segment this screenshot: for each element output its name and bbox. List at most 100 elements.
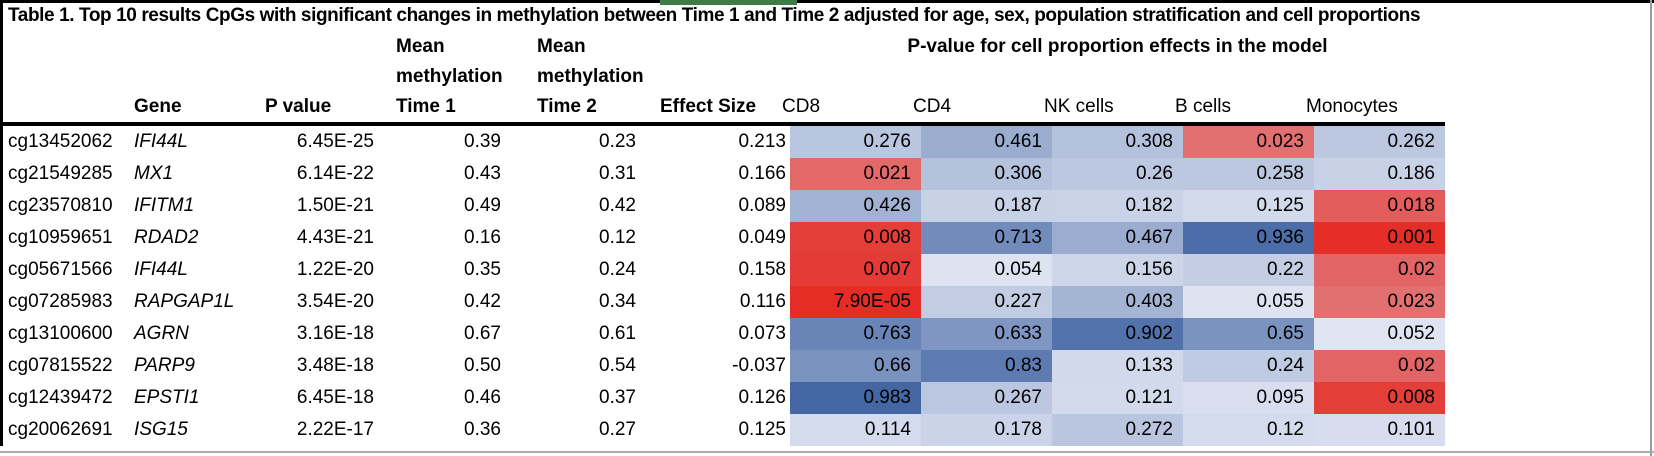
heat-cell-cd4: 0.713: [921, 222, 1052, 254]
heat-cell-cd8: 0.763: [790, 318, 921, 350]
heat-cell-monocytes: 0.02: [1314, 350, 1445, 382]
heat-cell-cd8: 0.008: [790, 222, 921, 254]
p-value-cell: 3.54E-20: [296, 291, 374, 312]
heat-cell-cd4: 0.227: [921, 286, 1052, 318]
heat-cell-cd8: 0.007: [790, 254, 921, 286]
heat-cell-monocytes: 0.001: [1314, 222, 1445, 254]
heat-cell-bcells: 0.125: [1183, 190, 1314, 222]
mean-time2-cell: 0.61: [599, 323, 636, 344]
right-border-line: [1650, 0, 1652, 456]
mean-time1-cell: 0.46: [464, 387, 501, 408]
effect-size-cell: 0.158: [738, 259, 786, 280]
mean-time2-cell: 0.34: [599, 291, 636, 312]
table-title: Table 1. Top 10 results CpGs with signif…: [8, 5, 1421, 26]
p-value-cell: 4.43E-21: [296, 227, 374, 248]
heat-cell-monocytes: 0.186: [1314, 158, 1445, 190]
heat-cell-bcells: 0.24: [1183, 350, 1314, 382]
cpg-id-cell: cg10959651: [8, 227, 113, 248]
p-value-cell: 6.14E-22: [296, 163, 374, 184]
heat-cell-cd4: 0.306: [921, 158, 1052, 190]
cpg-id-cell: cg12439472: [8, 387, 113, 408]
table-row: cg13100600 AGRN 3.16E-18 0.67 0.61 0.073 0.763…: [8, 318, 1445, 350]
heat-cell-bcells: 0.65: [1183, 318, 1314, 350]
heat-cell-monocytes: 0.023: [1314, 286, 1445, 318]
mean-time2-cell: 0.31: [599, 163, 636, 184]
green-selection-strip: [660, 0, 797, 5]
cpg-id-cell: cg23570810: [8, 195, 113, 216]
cpg-id-cell: cg07285983: [8, 291, 113, 312]
effect-size-column-header: Effect Size: [660, 96, 757, 117]
cpg-id-cell: cg05671566: [8, 259, 113, 280]
effect-size-cell: 0.166: [738, 163, 786, 184]
p-value-column-header: P value: [265, 96, 332, 117]
bottom-border-line: [0, 451, 1654, 453]
heat-cell-nk: 0.467: [1052, 222, 1183, 254]
effect-size-cell: 0.126: [738, 387, 786, 408]
p-value-cell: 3.16E-18: [296, 323, 374, 344]
heat-cell-cd8: 0.021: [790, 158, 921, 190]
mean-time1-cell: 0.50: [464, 355, 501, 376]
heat-cell-nk: 0.403: [1052, 286, 1183, 318]
mean-time1-cell: 0.16: [464, 227, 501, 248]
mean-time2-cell: 0.42: [599, 195, 636, 216]
heat-cell-cd8: 0.66: [790, 350, 921, 382]
gene-cell: IFI44L: [134, 131, 188, 152]
heat-cell-monocytes: 0.018: [1314, 190, 1445, 222]
mean-t2-header-line3: Time 2: [537, 96, 597, 117]
effect-size-cell: 0.213: [738, 131, 786, 152]
table-row: cg07815522 PARP9 3.48E-18 0.50 0.54 -0.037 0.6…: [8, 350, 1445, 382]
heat-cell-cd4: 0.178: [921, 414, 1052, 446]
mean-time1-cell: 0.36: [464, 419, 501, 440]
gene-cell: PARP9: [134, 355, 195, 376]
heat-cell-cd8: 0.276: [790, 126, 921, 158]
table-row: cg07285983 RAPGAP1L 3.54E-20 0.42 0.34 0.116 7…: [8, 286, 1445, 318]
cd4-column-header: CD4: [913, 96, 952, 117]
b-cells-column-header: B cells: [1175, 96, 1231, 117]
p-value-cell: 6.45E-18: [296, 387, 374, 408]
gene-cell: MX1: [134, 163, 174, 184]
heat-cell-nk: 0.133: [1052, 350, 1183, 382]
heat-cell-monocytes: 0.262: [1314, 126, 1445, 158]
heat-cell-monocytes: 0.02: [1314, 254, 1445, 286]
heat-cell-cd4: 0.267: [921, 382, 1052, 414]
table-row: cg05671566 IFI44L 1.22E-20 0.35 0.24 0.158 0.0…: [8, 254, 1445, 286]
heat-cell-nk: 0.156: [1052, 254, 1183, 286]
effect-size-cell: 0.049: [738, 227, 786, 248]
heat-cell-bcells: 0.22: [1183, 254, 1314, 286]
p-value-cell: 1.50E-21: [296, 195, 374, 216]
gene-cell: IFI44L: [134, 259, 188, 280]
gene-cell: AGRN: [134, 323, 189, 344]
heat-cell-nk: 0.26: [1052, 158, 1183, 190]
heat-cell-nk: 0.182: [1052, 190, 1183, 222]
effect-size-cell: 0.089: [738, 195, 786, 216]
mean-t2-header-line2: methylation: [537, 66, 644, 87]
mean-time1-cell: 0.43: [464, 163, 501, 184]
mean-time1-cell: 0.35: [464, 259, 501, 280]
mean-time2-cell: 0.54: [599, 355, 636, 376]
left-border-line: [0, 0, 3, 446]
heat-cell-nk: 0.272: [1052, 414, 1183, 446]
gene-cell: EPSTI1: [134, 387, 200, 408]
mean-time1-cell: 0.49: [464, 195, 501, 216]
heat-cell-bcells: 0.095: [1183, 382, 1314, 414]
table-row: cg10959651 RDAD2 4.43E-21 0.16 0.12 0.049 0.00…: [8, 222, 1445, 254]
gene-cell: RAPGAP1L: [134, 291, 235, 312]
heat-cell-cd8: 0.426: [790, 190, 921, 222]
heat-cell-bcells: 0.936: [1183, 222, 1314, 254]
effect-size-cell: 0.125: [738, 419, 786, 440]
table-body: cg13452062 IFI44L 6.45E-25 0.39 0.23 0.213 0.2…: [8, 126, 1445, 446]
heat-cell-nk: 0.902: [1052, 318, 1183, 350]
mean-time1-cell: 0.67: [464, 323, 501, 344]
table-row: cg21549285 MX1 6.14E-22 0.43 0.31 0.166 0.021 0…: [8, 158, 1445, 190]
p-value-cell: 2.22E-17: [296, 419, 374, 440]
heat-cell-cd8: 7.90E-05: [790, 286, 921, 318]
heat-cell-cd4: 0.054: [921, 254, 1052, 286]
heat-cell-cd4: 0.461: [921, 126, 1052, 158]
cpg-id-cell: cg20062691: [8, 419, 113, 440]
p-value-cell: 6.45E-25: [296, 131, 374, 152]
heat-cell-cd8: 0.114: [790, 414, 921, 446]
nk-cells-column-header: NK cells: [1044, 96, 1114, 117]
cd8-column-header: CD8: [782, 96, 821, 117]
table-row: cg23570810 IFITM1 1.50E-21 0.49 0.42 0.089 0.4…: [8, 190, 1445, 222]
